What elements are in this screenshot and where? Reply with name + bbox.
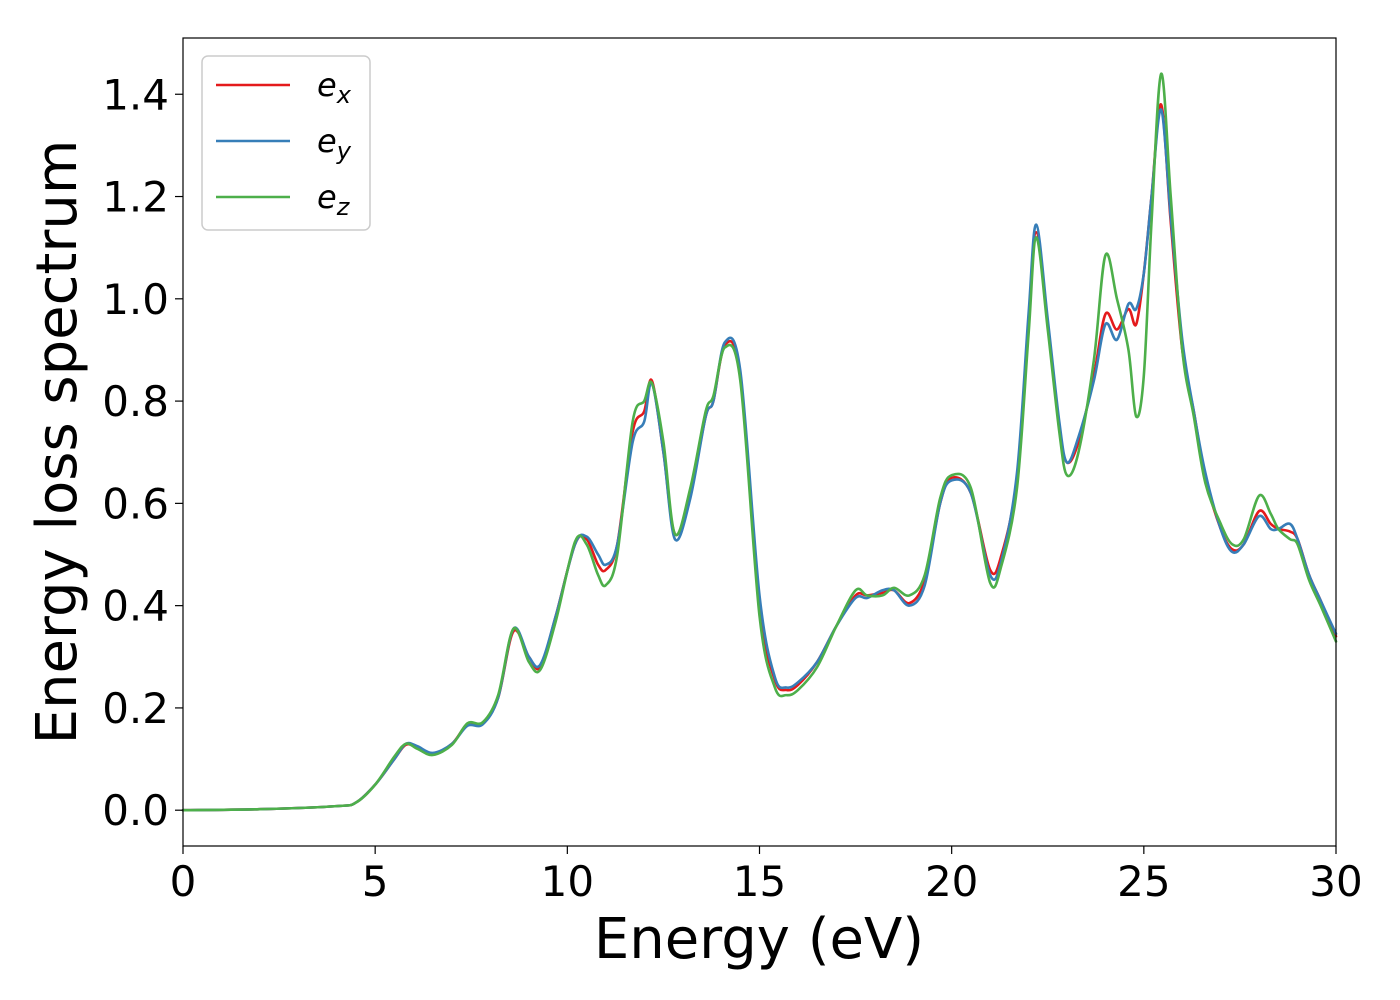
x-tick-label: 15: [733, 857, 786, 906]
x-tick-label: 30: [1309, 857, 1362, 906]
y-tick-label: 0.6: [102, 479, 169, 528]
y-tick-label: 1.2: [102, 173, 169, 222]
x-tick-label: 25: [1117, 857, 1170, 906]
x-tick-label: 0: [170, 857, 197, 906]
x-tick-label: 20: [925, 857, 978, 906]
y-axis-title: Energy loss spectrum: [25, 140, 90, 745]
legend-label-base: e: [317, 122, 337, 160]
x-tick-label: 5: [362, 857, 389, 906]
x-tick-label: 10: [541, 857, 594, 906]
y-tick-label: 0.8: [102, 377, 169, 426]
legend-label-subscript: z: [336, 193, 351, 221]
legend-label-z: ez: [317, 178, 351, 221]
series-line-z: [181, 72, 1338, 812]
x-axis: 0 5 10 15 20 25 30: [170, 846, 1363, 906]
legend-label-x: ex: [317, 66, 352, 109]
y-tick-label: 0.2: [102, 684, 169, 733]
y-axis: 0.0 0.2 0.4 0.6 0.8 1.0 1.2 1.4: [102, 70, 183, 835]
legend-box: [201, 55, 371, 231]
legend-label-base: e: [317, 66, 337, 104]
y-tick-label: 1.4: [102, 70, 169, 119]
y-tick-label: 0.0: [102, 786, 169, 835]
legend-label-subscript: y: [336, 137, 352, 165]
legend-label-base: e: [317, 178, 337, 216]
x-axis-title: Energy (eV): [594, 907, 924, 972]
y-tick-label: 1.0: [102, 275, 169, 324]
series-layer: [181, 72, 1338, 812]
y-tick-label: 0.4: [102, 582, 169, 631]
legend-label-y: ey: [317, 122, 352, 165]
legend-label-subscript: x: [336, 81, 352, 109]
